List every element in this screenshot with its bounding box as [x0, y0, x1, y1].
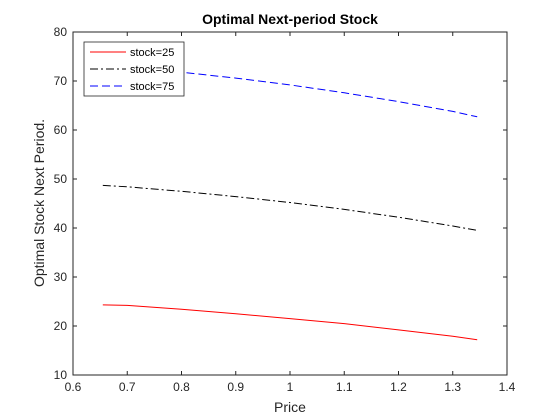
x-axis-label: Price [274, 399, 306, 415]
x-tick-label: 0.7 [119, 380, 136, 394]
y-tick-label: 10 [54, 368, 68, 382]
y-tick-label: 60 [54, 123, 68, 137]
x-tick-label: 0.9 [227, 380, 244, 394]
x-tick-label: 1.3 [444, 380, 461, 394]
y-ticks: 10 20 30 40 50 60 70 80 [54, 25, 507, 382]
legend-label: stock=50 [130, 64, 174, 76]
legend-box [83, 41, 185, 97]
series-line-stock-25 [102, 304, 478, 341]
chart-title: Optimal Next-period Stock [202, 11, 378, 27]
y-tick-label: 80 [54, 25, 68, 39]
x-tick-label: 1.4 [499, 380, 516, 394]
x-tick-label: 1 [287, 380, 294, 394]
legend: stock=25 stock=50 stock=75 [83, 41, 185, 97]
y-tick-label: 50 [54, 172, 68, 186]
legend-label: stock=25 [130, 47, 174, 59]
x-ticks: 0.6 0.7 0.8 0.9 1 1.1 1.2 1.3 1.4 [65, 32, 516, 394]
y-tick-label: 30 [54, 270, 68, 284]
x-tick-label: 1.1 [336, 380, 353, 394]
legend-label: stock=75 [130, 81, 174, 93]
y-tick-label: 70 [54, 74, 68, 88]
series-line-stock-50 [102, 184, 478, 231]
y-tick-label: 20 [54, 319, 68, 333]
x-tick-label: 1.2 [390, 380, 407, 394]
x-tick-label: 0.6 [65, 380, 82, 394]
x-tick-label: 0.8 [173, 380, 190, 394]
y-tick-label: 40 [54, 221, 68, 235]
y-axis-label: Optimal Stock Next Period. [31, 119, 47, 287]
